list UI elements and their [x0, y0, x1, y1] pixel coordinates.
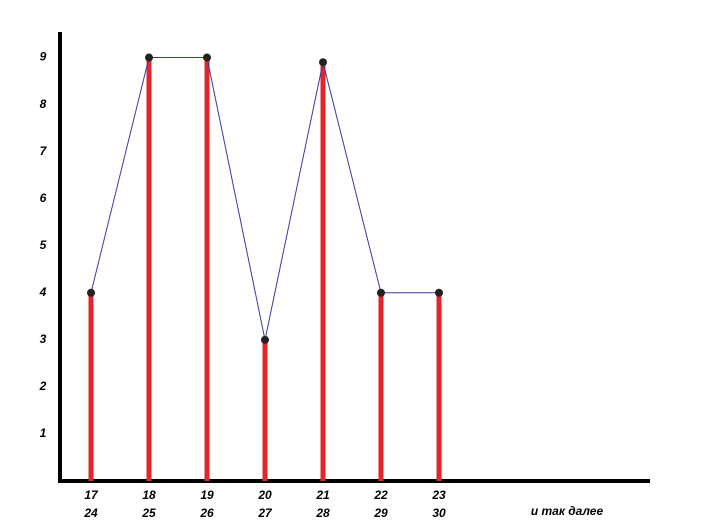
- point: [377, 288, 385, 297]
- point: [435, 288, 443, 297]
- x-tick-label: 22: [373, 488, 388, 502]
- y-tick-label: 1: [40, 426, 47, 440]
- x-tick-label: 26: [199, 506, 214, 520]
- x-tick-label: 29: [373, 506, 388, 520]
- x-tick-label: 25: [141, 506, 156, 520]
- x-tick-label: 18: [142, 488, 156, 502]
- x-tick-label: 28: [315, 506, 330, 520]
- point: [203, 53, 211, 62]
- line: [90, 57, 439, 340]
- y-tick-label: 6: [40, 191, 47, 205]
- y-tick-label: 3: [40, 332, 47, 346]
- y-tick-label: 8: [40, 97, 47, 111]
- y-tick-label: 4: [39, 285, 47, 299]
- x-tick-label: 19: [200, 488, 214, 502]
- y-tick-label: 2: [39, 379, 47, 393]
- point: [87, 288, 95, 297]
- x-tick-label: 21: [315, 488, 330, 502]
- y-tick-label: 7: [40, 144, 48, 158]
- annotation: и так далее: [531, 504, 604, 518]
- point: [319, 58, 327, 67]
- x-tick-label: 24: [83, 506, 98, 520]
- x-tick-label: 23: [431, 488, 446, 502]
- point: [261, 335, 269, 344]
- x-tick-label: 27: [257, 506, 273, 520]
- x-tick-label: 20: [257, 488, 272, 502]
- x-tick-label: 30: [432, 506, 446, 520]
- y-tick-label: 5: [40, 238, 47, 252]
- point: [145, 53, 153, 62]
- y-tick-label: 9: [40, 50, 47, 64]
- x-tick-label: 17: [84, 488, 99, 502]
